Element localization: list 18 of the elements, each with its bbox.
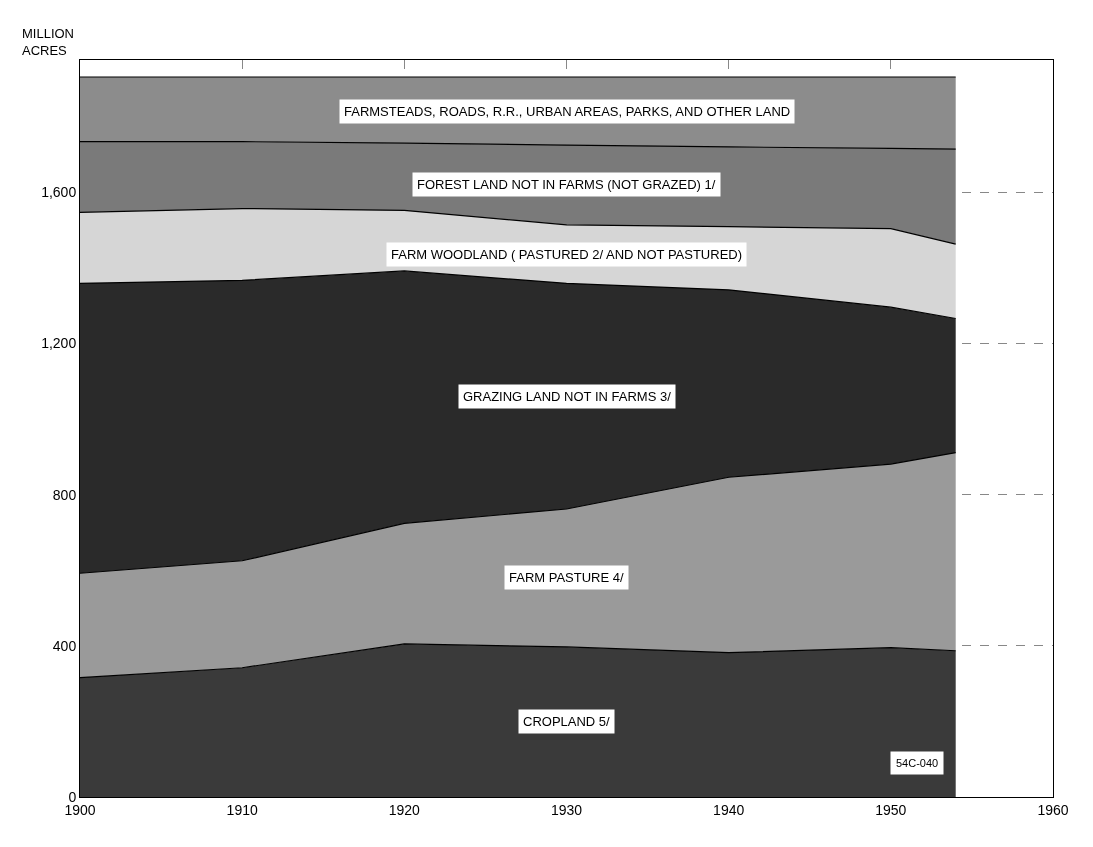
series-label: FARM WOODLAND ( PASTURED 2/ AND NOT PASTURED) [391, 247, 743, 262]
series-label: CROPLAND 5/ [523, 714, 611, 729]
y-tick-label: 800 [52, 486, 77, 503]
y-tick-label: 1,200 [41, 335, 77, 352]
series-label: GRAZING LAND NOT IN FARMS 3/ [463, 389, 672, 404]
series-label: FARM PASTURE 4/ [509, 570, 624, 585]
x-tick-label: 1940 [713, 801, 745, 818]
x-tick-label: 1950 [875, 801, 907, 818]
x-tick-label: 1930 [550, 801, 583, 818]
y-tick-label: 1,600 [41, 184, 77, 201]
x-tick-label: 1910 [226, 801, 258, 818]
y-tick-label: 400 [52, 637, 77, 654]
annotation: 54C-040 [896, 757, 939, 769]
x-tick-label: 1920 [388, 801, 421, 818]
y-axis-title: MILLION ACRES [22, 26, 75, 58]
x-tick-label: 1960 [1037, 801, 1069, 818]
series-label: FARMSTEADS, ROADS, R.R., URBAN AREAS, PARKS, AND OTHER LAND [344, 104, 791, 119]
series-label: FOREST LAND NOT IN FARMS (NOT GRAZED) 1/ [417, 177, 716, 192]
